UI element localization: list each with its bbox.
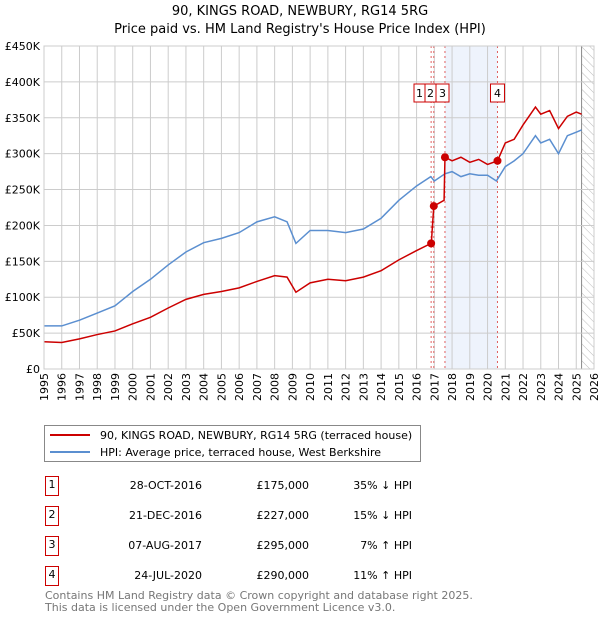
x-tick-label: 2009 bbox=[286, 373, 299, 401]
x-tick-label: 2019 bbox=[464, 373, 477, 401]
y-tick-label: £0 bbox=[26, 363, 40, 376]
price-chart: 1995 1996 1997 1998 1999 2000 2001 2002 2003 2004… bbox=[5, 40, 600, 401]
footer-licence: This data is licensed under the Open Gov… bbox=[45, 601, 396, 614]
sale-number: 2 bbox=[45, 506, 59, 526]
sale-price: £290,000 bbox=[256, 569, 310, 582]
x-tick-label: 2004 bbox=[198, 373, 211, 401]
x-tick-label: 1999 bbox=[109, 373, 122, 401]
sale-row: 1 28-OCT-2016 £175,000 35% ↓ HPI bbox=[44, 476, 424, 496]
x-tick-label: 1996 bbox=[56, 373, 69, 401]
sale-point bbox=[427, 239, 436, 248]
sale-point bbox=[429, 202, 438, 211]
sale-date: 28-OCT-2016 bbox=[129, 479, 202, 492]
footer: Contains HM Land Registry data © Crown c… bbox=[45, 590, 473, 614]
sale-point bbox=[493, 156, 502, 165]
x-tick-label: 2002 bbox=[162, 373, 175, 401]
property-price-line bbox=[43, 105, 582, 344]
legend-property: 90, KINGS ROAD, NEWBURY, RG14 5RG (terra… bbox=[100, 428, 413, 442]
x-tick-label: 2020 bbox=[482, 373, 495, 401]
y-tick-label: £450K bbox=[5, 40, 41, 53]
sale-row: 3 07-AUG-2017 £295,000 7% ↑ HPI bbox=[44, 536, 424, 556]
x-tick-label: 2014 bbox=[375, 373, 388, 401]
sale-number: 1 bbox=[45, 476, 59, 496]
y-tick-label: £300K bbox=[5, 148, 41, 161]
x-tick-label: 2005 bbox=[215, 373, 228, 401]
y-tick-label: £200K bbox=[5, 219, 41, 232]
y-tick-label: £50K bbox=[12, 327, 41, 340]
footer-copyright: Contains HM Land Registry data © Crown c… bbox=[45, 589, 473, 602]
sale-hpi-diff: 15% ↓ HPI bbox=[353, 509, 412, 522]
sale-label: 2 bbox=[427, 87, 434, 100]
x-tick-label: 2022 bbox=[517, 373, 530, 401]
x-tick-label: 2006 bbox=[233, 373, 246, 401]
x-tick-label: 2012 bbox=[340, 373, 353, 401]
sale-hpi-diff: 35% ↓ HPI bbox=[353, 479, 412, 492]
x-tick-label: 2007 bbox=[251, 373, 264, 401]
chart-title: 90, KINGS ROAD, NEWBURY, RG14 5RG bbox=[171, 4, 429, 19]
y-tick-label: £400K bbox=[5, 76, 41, 89]
x-tick-label: 2023 bbox=[535, 373, 548, 401]
sale-price: £227,000 bbox=[256, 509, 310, 522]
legend-hpi: HPI: Average price, terraced house, West… bbox=[100, 445, 382, 459]
chart-subtitle: Price paid vs. HM Land Registry's House … bbox=[114, 22, 486, 37]
x-tick-label: 2016 bbox=[411, 373, 424, 401]
x-tick-label: 2026 bbox=[588, 373, 600, 401]
sale-price: £175,000 bbox=[256, 479, 310, 492]
sale-point bbox=[440, 153, 449, 162]
sale-number: 3 bbox=[45, 536, 59, 556]
x-tick-label: 2015 bbox=[393, 373, 406, 401]
y-tick-label: £250K bbox=[5, 184, 41, 197]
sale-label: 4 bbox=[494, 87, 501, 100]
sale-hpi-diff: 7% ↑ HPI bbox=[360, 539, 412, 552]
sale-row: 4 24-JUL-2020 £290,000 11% ↑ HPI bbox=[44, 566, 424, 586]
chart-legend: 90, KINGS ROAD, NEWBURY, RG14 5RG (terra… bbox=[44, 425, 422, 462]
sale-label: 1 bbox=[416, 87, 423, 100]
x-tick-label: 2021 bbox=[499, 373, 512, 401]
sale-date: 21-DEC-2016 bbox=[128, 509, 202, 522]
sale-label-box bbox=[435, 83, 450, 103]
x-tick-label: 2013 bbox=[357, 373, 370, 401]
hpi-line bbox=[44, 129, 582, 327]
shaded-period bbox=[444, 46, 498, 369]
y-tick-label: £350K bbox=[5, 112, 41, 125]
sale-label: 3 bbox=[439, 87, 446, 100]
x-tick-label: 2024 bbox=[553, 373, 566, 401]
x-tick-label: 2000 bbox=[127, 373, 140, 401]
x-tick-label: 1995 bbox=[38, 373, 51, 401]
hpi-line-swatch bbox=[50, 451, 90, 453]
x-tick-label: 1997 bbox=[73, 373, 86, 401]
x-tick-label: 1998 bbox=[91, 373, 104, 401]
x-tick-label: 2003 bbox=[180, 373, 193, 401]
forecast-hatch bbox=[581, 46, 594, 369]
sale-date: 24-JUL-2020 bbox=[134, 569, 202, 582]
x-tick-label: 2010 bbox=[304, 373, 317, 401]
y-tick-label: £100K bbox=[5, 291, 41, 304]
x-tick-label: 2011 bbox=[322, 373, 335, 401]
sale-date: 07-AUG-2017 bbox=[128, 539, 202, 552]
x-tick-label: 2017 bbox=[428, 373, 441, 401]
sale-price: £295,000 bbox=[256, 539, 310, 552]
sale-row: 2 21-DEC-2016 £227,000 15% ↓ HPI bbox=[44, 506, 424, 526]
x-tick-label: 2025 bbox=[570, 373, 583, 401]
property-line-swatch bbox=[50, 434, 90, 436]
x-tick-label: 2018 bbox=[446, 373, 459, 401]
sale-label-box bbox=[489, 83, 505, 103]
sale-number: 4 bbox=[45, 566, 59, 586]
y-tick-label: £150K bbox=[5, 255, 41, 268]
plot-frame bbox=[43, 45, 595, 370]
x-tick-label: 2001 bbox=[144, 373, 157, 401]
sale-hpi-diff: 11% ↑ HPI bbox=[353, 569, 412, 582]
x-tick-label: 2008 bbox=[269, 373, 282, 401]
